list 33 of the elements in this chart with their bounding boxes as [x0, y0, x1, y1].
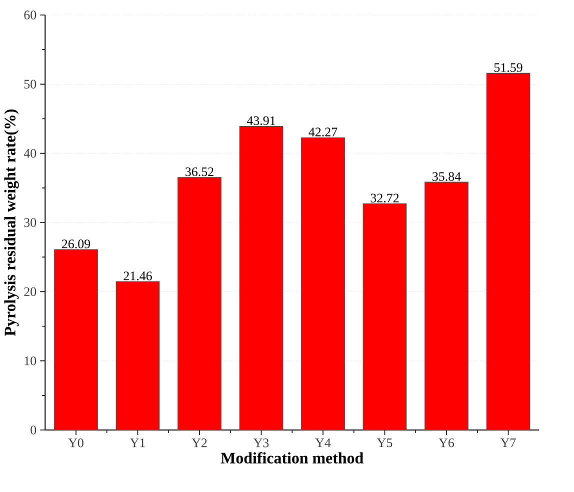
x-tick-label: Y4: [315, 438, 331, 448]
data-label: 43.91: [246, 116, 276, 126]
x-tick-label: Y5: [376, 438, 392, 448]
y-tick-label: 50: [24, 80, 36, 89]
bar: [424, 182, 468, 430]
x-tick-label: Y0: [68, 438, 84, 448]
data-label: 21.46: [124, 272, 152, 280]
data-label: 35.84: [432, 172, 461, 181]
bar: [301, 137, 345, 430]
y-axis-title: Pyrolysis residual weight rate(%): [4, 109, 19, 336]
y-tick-label: 20: [24, 287, 36, 296]
bar: [54, 249, 98, 430]
data-label: 32.72: [370, 194, 399, 202]
bar: [116, 281, 160, 430]
x-tick-label: Y1: [130, 438, 145, 448]
data-label: 51.59: [494, 63, 522, 72]
y-tick-label: 40: [24, 148, 36, 158]
data-label: 36.52: [186, 167, 214, 176]
data-label: 26.09: [62, 240, 90, 248]
data-label: 42.27: [308, 128, 338, 136]
y-tick-label: 10: [24, 356, 36, 366]
x-tick-label: Y7: [500, 438, 516, 447]
x-tick-label: Y2: [192, 438, 207, 448]
x-tick-label: Y6: [438, 438, 454, 448]
bar: [239, 126, 284, 430]
bar: [178, 177, 222, 430]
y-tick-label: 30: [24, 218, 36, 227]
bar: [362, 203, 407, 430]
y-tick-label: 0: [30, 426, 36, 434]
bar: [486, 72, 530, 430]
x-tick-label: Y3: [253, 438, 269, 448]
x-axis-title: Modification method: [220, 452, 364, 464]
y-tick-label: 60: [24, 10, 36, 20]
